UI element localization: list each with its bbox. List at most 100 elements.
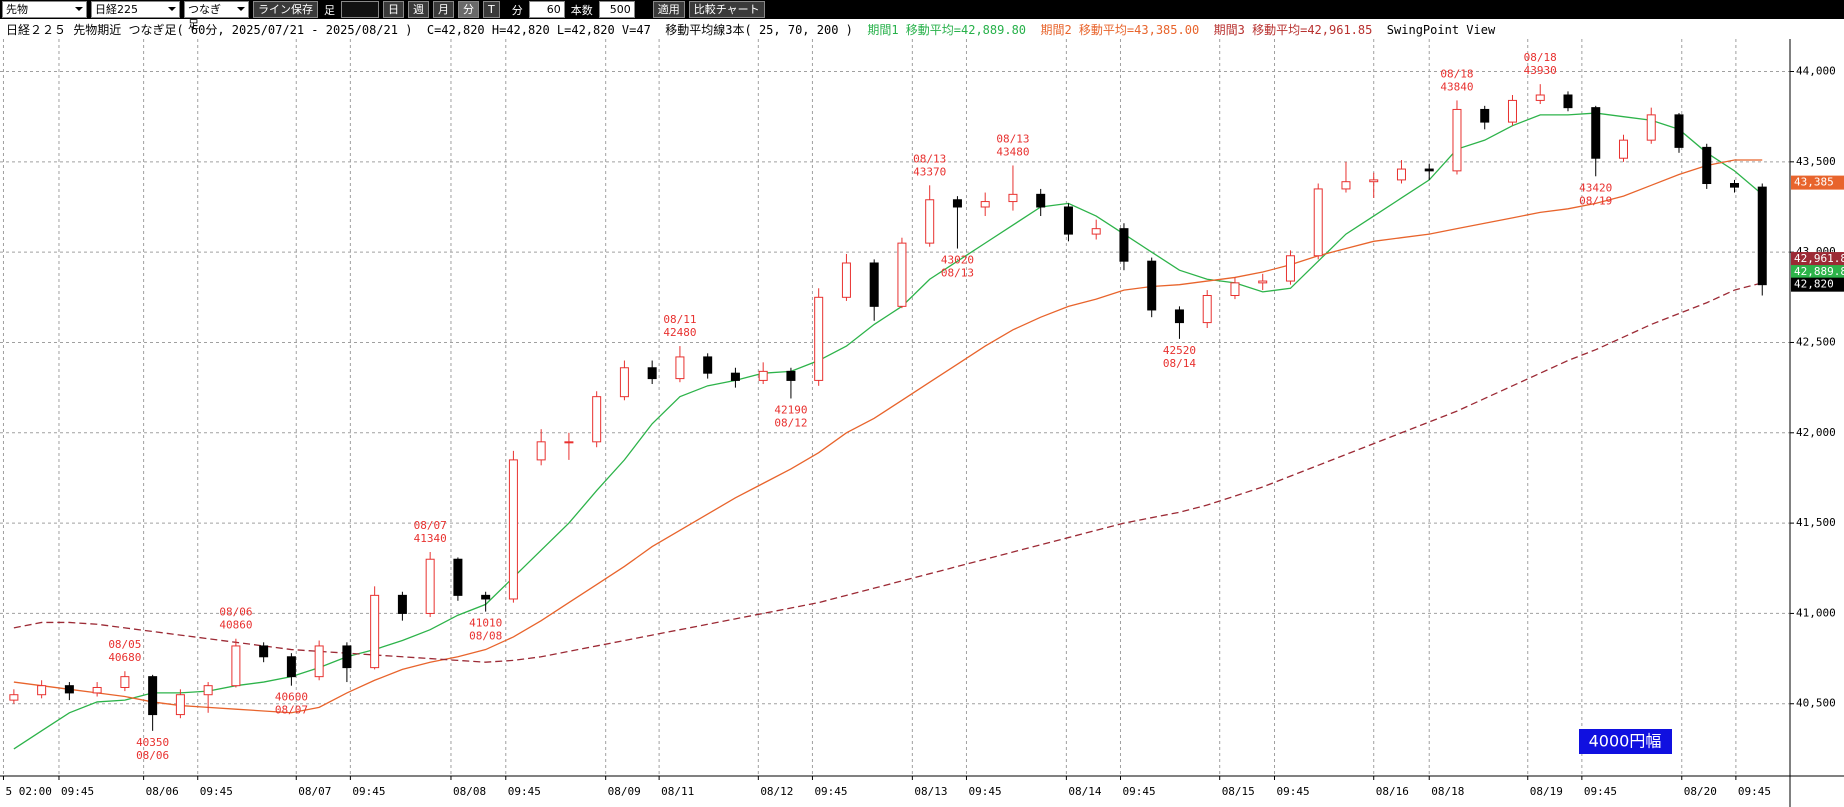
period-button[interactable]: 分 — [458, 1, 479, 18]
period-button[interactable]: T — [483, 1, 500, 18]
swing-date: 08/06 — [136, 749, 169, 762]
candle-body — [869, 262, 879, 307]
x-tick-label: 08/18 — [1431, 785, 1464, 798]
candle-body — [425, 558, 435, 614]
candle-body — [564, 441, 574, 444]
candle-body — [1369, 179, 1379, 183]
swing-date: 08/05 — [108, 638, 141, 651]
swing-date: 08/06 — [219, 606, 252, 619]
period-button[interactable]: 週 — [408, 1, 429, 18]
candle-body — [1424, 168, 1434, 172]
x-tick-label: 09:45 — [814, 785, 847, 798]
candle-body — [1618, 139, 1628, 159]
candle-body — [397, 594, 407, 614]
candle-body — [925, 199, 935, 244]
save-line-button[interactable]: ライン保存 — [253, 1, 318, 18]
candle-body — [1341, 181, 1351, 190]
chart-header: 日経２２５ 先物期近 つなぎ足( 60分, 2025/07/21 - 2025/… — [6, 21, 1495, 38]
candle-body — [508, 459, 518, 600]
moving-average-line — [13, 159, 1763, 714]
candle-body — [1646, 114, 1656, 141]
count-input[interactable]: 500 — [598, 1, 635, 18]
candle-body — [1452, 108, 1462, 172]
x-tick-label: 08/16 — [1376, 785, 1409, 798]
x-tick-label: 08/20 — [1684, 785, 1717, 798]
candle-body — [758, 370, 768, 381]
candle-body — [1285, 255, 1295, 282]
candle-body — [1313, 188, 1323, 257]
moving-average-line — [13, 112, 1763, 750]
swing-value: 43840 — [1440, 80, 1473, 93]
swing-date: 08/08 — [469, 630, 502, 643]
x-tick-label: 08/08 — [453, 785, 486, 798]
swing-date: 08/12 — [774, 416, 807, 429]
candle-body — [231, 645, 241, 687]
symbol-type-select[interactable]: 先物 — [2, 1, 87, 18]
swing-value: 43420 — [1579, 181, 1612, 194]
candle-body — [1036, 193, 1046, 208]
candle-body — [703, 356, 713, 374]
candle-body — [286, 656, 296, 678]
x-tick-label: 09:45 — [1584, 785, 1617, 798]
x-tick-label: 08/14 — [1068, 785, 1101, 798]
bar-label: 足 — [324, 3, 335, 17]
toolbar: 先物 日経225 つなぎ足 ライン保存 足 日 週 月 分 T 分 60 本数 … — [0, 0, 1844, 31]
swing-date: 08/13 — [941, 267, 974, 280]
swing-date: 08/14 — [1163, 357, 1196, 370]
interval-input[interactable]: 60 — [528, 1, 565, 18]
candle-body — [1091, 228, 1101, 235]
candle-body — [841, 262, 851, 298]
swing-value: 43370 — [913, 165, 946, 178]
period-button[interactable]: 月 — [433, 1, 454, 18]
period-button[interactable]: 日 — [383, 1, 404, 18]
x-tick-label: 09:45 — [1738, 785, 1771, 798]
x-tick-label: 08/13 — [914, 785, 947, 798]
bar-input[interactable] — [341, 1, 379, 18]
candle-body — [1174, 309, 1184, 324]
candle-body — [1507, 99, 1517, 123]
candle-body — [1480, 108, 1490, 123]
swing-value: 43480 — [996, 145, 1029, 158]
x-tick-label: 08/07 — [298, 785, 331, 798]
candle-body — [1535, 94, 1545, 101]
apply-button[interactable]: 適用 — [652, 1, 685, 18]
candle-body — [1591, 107, 1601, 159]
header-ma2: 期間2 移動平均=43,385.00 — [1040, 23, 1214, 37]
price-tag-label: 42,889.8 — [1794, 265, 1844, 278]
candle-body — [9, 694, 19, 701]
unit-label: 分 — [511, 3, 523, 17]
candle-body — [64, 685, 74, 694]
swing-date: 08/07 — [275, 704, 308, 717]
x-tick-label: 09:45 — [508, 785, 541, 798]
x-tick-label: 09:45 — [352, 785, 385, 798]
swing-date: 08/11 — [663, 313, 696, 326]
candle-body — [1147, 260, 1157, 311]
candle-body — [120, 676, 130, 688]
swing-value: 41010 — [469, 617, 502, 630]
compare-button[interactable]: 比較チャート — [688, 1, 765, 18]
swing-date: 08/07 — [414, 519, 447, 532]
candle-body — [314, 645, 324, 678]
swing-value: 42480 — [663, 326, 696, 339]
x-tick-label: 08/12 — [760, 785, 793, 798]
y-tick-label: 42,500 — [1796, 335, 1836, 348]
candle-body — [203, 685, 213, 696]
x-tick-label: 08/19 — [1530, 785, 1563, 798]
price-tag-label: 43,385 — [1794, 176, 1834, 189]
symbol-select[interactable]: 日経225 — [91, 1, 180, 18]
swing-value: 42520 — [1163, 344, 1196, 357]
x-tick-label: 08/06 — [146, 785, 179, 798]
chart-kind-select[interactable]: つなぎ足 — [184, 1, 249, 31]
candle-body — [481, 594, 491, 600]
candle-body — [980, 201, 990, 208]
candle-body — [1063, 206, 1073, 235]
moving-average-line — [13, 282, 1763, 663]
x-tick-label: 09:45 — [61, 785, 94, 798]
candle-body — [175, 694, 185, 716]
swing-date: 08/18 — [1440, 67, 1473, 80]
header-ma3: 期間3 移動平均=42,961.85 — [1213, 23, 1387, 37]
swing-date: 08/13 — [913, 152, 946, 165]
candle-body — [786, 370, 796, 381]
